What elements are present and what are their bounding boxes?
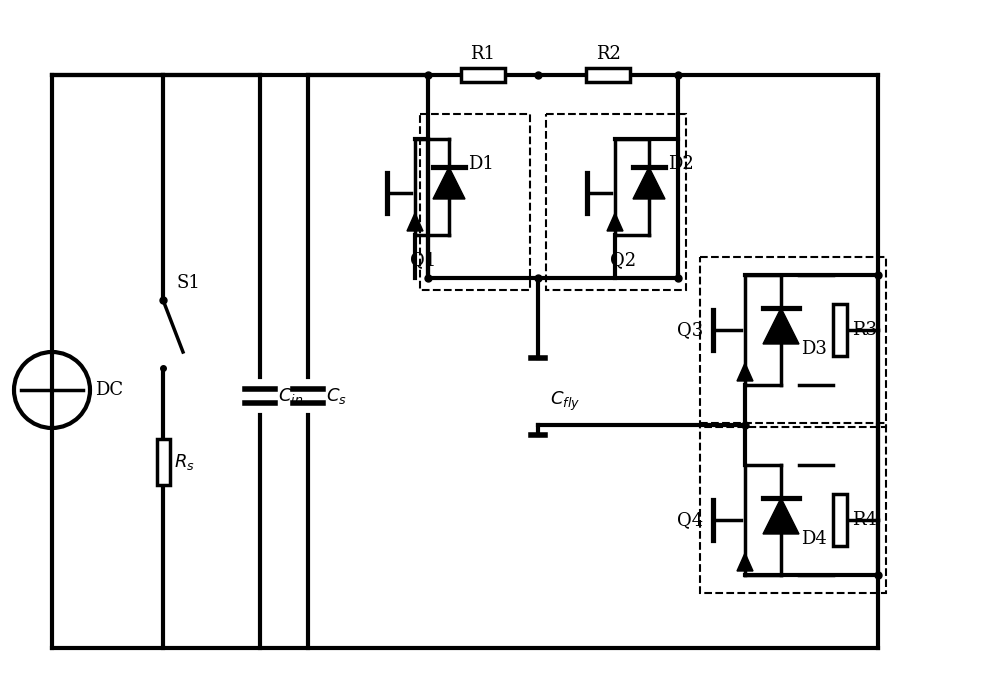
Bar: [833, 494, 847, 546]
Polygon shape: [763, 498, 799, 534]
Bar: [700, 257, 886, 427]
Polygon shape: [737, 553, 753, 571]
Text: Q3: Q3: [677, 321, 703, 339]
Text: R1: R1: [471, 45, 496, 63]
Bar: [156, 439, 170, 485]
Bar: [420, 114, 530, 290]
Text: S1: S1: [176, 274, 200, 292]
Polygon shape: [763, 308, 799, 344]
Text: $C_{fly}$: $C_{fly}$: [550, 390, 580, 413]
Bar: [833, 304, 847, 356]
Text: D2: D2: [668, 155, 694, 173]
Text: $R_s$: $R_s$: [175, 452, 195, 472]
Text: Q1: Q1: [410, 251, 436, 269]
Polygon shape: [737, 363, 753, 381]
Polygon shape: [433, 167, 465, 199]
Polygon shape: [407, 213, 423, 231]
Bar: [700, 423, 886, 593]
Polygon shape: [633, 167, 665, 199]
Text: D4: D4: [801, 530, 827, 548]
Bar: [586, 68, 630, 82]
Text: R4: R4: [852, 511, 877, 529]
Text: DC: DC: [95, 381, 123, 399]
Bar: [546, 114, 686, 290]
Text: R2: R2: [596, 45, 620, 63]
Text: $C_{in}$: $C_{in}$: [278, 386, 303, 406]
Bar: [461, 68, 505, 82]
Polygon shape: [607, 213, 623, 231]
Text: Q4: Q4: [677, 511, 703, 529]
Text: Q2: Q2: [610, 251, 636, 269]
Text: $C_s$: $C_s$: [326, 386, 347, 406]
Text: R3: R3: [852, 321, 877, 339]
Text: D3: D3: [801, 340, 827, 358]
Text: D1: D1: [468, 155, 494, 173]
